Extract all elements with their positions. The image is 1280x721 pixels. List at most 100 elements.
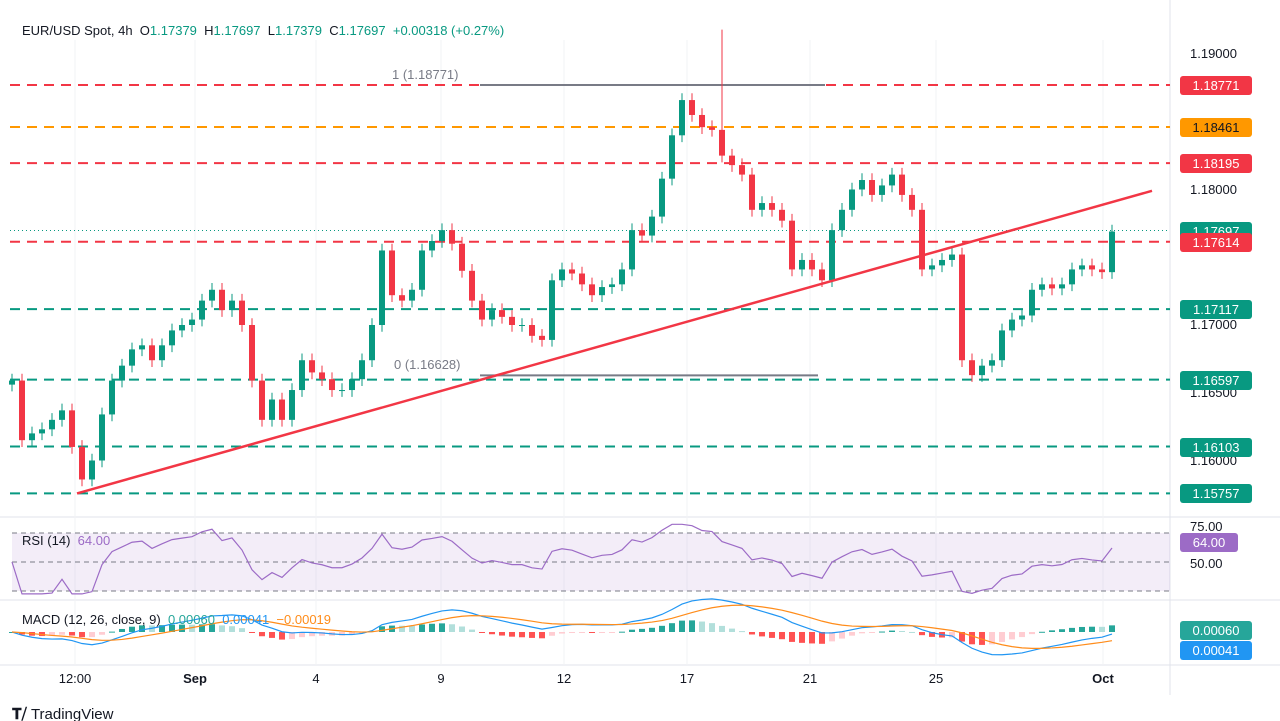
candle-body: [589, 284, 595, 296]
macd-histogram-bar: [829, 632, 835, 642]
low-label: L: [267, 23, 275, 38]
macd-histogram-bar: [399, 625, 405, 632]
candle-body: [359, 360, 365, 380]
trendline: [76, 189, 1153, 495]
macd-line-tag: 0.00041: [1180, 641, 1252, 660]
price-tag: 1.18461: [1180, 118, 1252, 138]
candle-body: [289, 390, 295, 420]
candle-body: [819, 269, 825, 281]
macd-histogram-bar: [359, 632, 365, 634]
price-tag: 1.18195: [1180, 154, 1252, 174]
candle-body: [159, 345, 165, 361]
rsi-tag: 64.00: [1180, 533, 1238, 552]
candle-body: [809, 259, 815, 270]
macd-histogram-bar: [219, 625, 225, 632]
candle-body: [729, 155, 735, 166]
candle-body: [529, 325, 535, 336]
candle-body: [629, 230, 635, 270]
candle-body: [639, 230, 645, 236]
tradingview-logo: 𝐓⧸ TradingView: [12, 706, 113, 721]
candle-body: [699, 114, 705, 128]
macd-histogram-bar: [349, 632, 355, 635]
macd-histogram-bar: [949, 632, 955, 638]
candle-body: [769, 203, 775, 210]
candle-body: [299, 360, 305, 391]
time-axis-label: 25: [928, 671, 944, 686]
macd-histogram-bar: [1029, 632, 1035, 635]
candle-body: [39, 429, 45, 434]
macd-signal-value: −0.00019: [276, 612, 332, 627]
candle-body: [549, 280, 555, 340]
macd-histogram-bar: [109, 631, 115, 633]
macd-title: MACD (12, 26, close, 9): [22, 612, 161, 627]
candle-body: [659, 178, 665, 217]
price-tag: 1.17614: [1180, 232, 1252, 252]
candle-body: [759, 203, 765, 210]
macd-histogram-bar: [479, 632, 485, 633]
macd-histogram-bar: [989, 632, 995, 645]
macd-histogram-bar: [1009, 632, 1015, 640]
macd-histogram-bar: [1089, 626, 1095, 632]
macd-histogram-bar: [599, 632, 605, 633]
macd-histogram-bar: [379, 626, 385, 632]
candle-body: [399, 295, 405, 301]
macd-histogram-bar: [1099, 626, 1105, 632]
candle-body: [419, 250, 425, 290]
macd-histogram-bar: [489, 632, 495, 635]
macd-histogram-bar: [659, 625, 665, 632]
open-label: O: [139, 23, 150, 38]
candle-body: [59, 410, 65, 420]
macd-histogram-bar: [419, 624, 425, 632]
candle-body: [389, 250, 395, 296]
macd-histogram-bar: [79, 632, 85, 638]
candle-body: [779, 209, 785, 221]
candle-body: [89, 460, 95, 480]
macd-histogram-bar: [699, 621, 705, 632]
candle-body: [1079, 265, 1085, 270]
macd-histogram-bar: [539, 632, 545, 639]
candle-body: [839, 209, 845, 231]
price-tag: 1.18771: [1180, 76, 1252, 96]
macd-histogram-bar: [499, 632, 505, 636]
close-label: C: [329, 23, 339, 38]
macd-histogram-bar: [619, 631, 625, 633]
time-axis-label: 4: [312, 671, 320, 686]
price-axis-label: 1.19000: [1190, 46, 1237, 61]
candle-body: [349, 379, 355, 391]
macd-histogram-bar: [759, 632, 765, 637]
macd-histogram-bar: [879, 631, 885, 633]
macd-histogram-bar: [1059, 629, 1065, 632]
macd-histogram-bar: [469, 629, 475, 632]
candle-body: [19, 380, 25, 441]
macd-histogram-bar: [749, 632, 755, 635]
candle-body: [799, 259, 805, 270]
macd-histogram-bar: [289, 632, 295, 640]
candle-body: [509, 316, 515, 325]
macd-histogram-bar: [89, 632, 95, 638]
candle-body: [789, 220, 795, 270]
candle-body: [229, 300, 235, 311]
close-value: 1.17697: [338, 23, 386, 38]
macd-histogram-bar: [119, 628, 125, 632]
candle-body: [119, 365, 125, 381]
macd-histogram-bar: [459, 626, 465, 632]
macd-histogram-bar: [849, 632, 855, 636]
macd-hist-tag: 0.00060: [1180, 621, 1252, 640]
candle-body: [239, 300, 245, 325]
macd-histogram-bar: [719, 625, 725, 632]
high-value: 1.17697: [213, 23, 261, 38]
macd-histogram-bar: [779, 632, 785, 640]
candle-body: [1109, 231, 1115, 273]
candle-body: [1099, 269, 1105, 273]
candle-body: [619, 269, 625, 285]
macd-histogram-bar: [269, 632, 275, 638]
candle-body: [459, 243, 465, 271]
macd-histogram-bar: [1039, 631, 1045, 633]
candle-body: [49, 419, 55, 430]
macd-histogram-bar: [609, 632, 615, 633]
candle-body: [579, 273, 585, 285]
macd-histogram-bar: [649, 627, 655, 632]
symbol-title: EUR/USD Spot, 4h: [22, 23, 133, 38]
macd-histogram-bar: [299, 632, 305, 638]
